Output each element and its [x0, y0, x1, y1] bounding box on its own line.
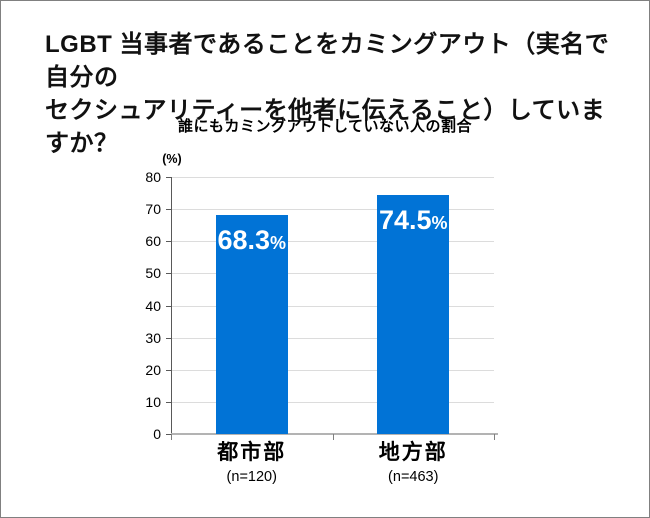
x-tick-mark-1 [332, 434, 334, 440]
y-tick-label-50: 50 [145, 265, 161, 282]
x-tick-mark-0 [171, 434, 172, 440]
sample-size-label-地方部: (n=463) [388, 469, 439, 485]
chart-subtitle: 誰にもカミングアウトしていない人の割合 [177, 118, 473, 135]
y-tick-label-20: 20 [145, 361, 161, 378]
bar-都市部: 68.3% [215, 214, 288, 434]
category-label-地方部: 地方部 [378, 441, 448, 464]
gridline-60 [171, 241, 494, 243]
y-tick-mark-70 [166, 209, 171, 211]
sample-size-label-都市部: (n=120) [226, 469, 277, 485]
category-label-都市部: 都市部 [217, 441, 287, 464]
y-tick-mark-20 [166, 369, 171, 371]
y-tick-mark-50 [166, 273, 171, 275]
gridline-50 [171, 273, 494, 275]
y-tick-mark-60 [166, 241, 171, 243]
y-tick-label-10: 10 [145, 393, 161, 410]
percent-sign: % [431, 212, 448, 233]
bar-value-label: 68.3% [217, 224, 287, 255]
y-tick-label-80: 80 [145, 169, 161, 185]
y-tick-label-40: 40 [145, 297, 161, 314]
gridline-10 [171, 401, 494, 403]
y-tick-mark-0 [166, 434, 171, 435]
title-line-1: LGBT 当事者であることをカミングアウト（実名で自分の [45, 31, 610, 91]
bar-value-label: 74.5% [378, 204, 448, 235]
y-tick-label-0: 0 [153, 426, 161, 442]
x-axis-baseline [171, 433, 498, 435]
y-tick-label-60: 60 [145, 233, 161, 250]
y-tick-label-70: 70 [145, 201, 161, 218]
gridline-20 [171, 369, 494, 371]
bar-地方部: 74.5% [377, 194, 450, 434]
y-tick-mark-30 [166, 337, 171, 339]
y-tick-label-30: 30 [145, 329, 161, 346]
percent-sign: % [270, 232, 287, 253]
x-tick-mark-2 [494, 434, 495, 440]
gridline-40 [171, 305, 494, 307]
chart-question-title: LGBT 当事者であることをカミングアウト（実名で自分の セクシュアリティーを他… [45, 28, 619, 160]
y-axis-line [171, 177, 172, 438]
title-line-2: セクシュアリティーを他者に伝えること）していますか？ [45, 97, 606, 157]
y-tick-mark-80 [166, 177, 171, 178]
gridline-80 [171, 177, 494, 178]
y-tick-mark-10 [166, 401, 171, 403]
gridline-30 [171, 337, 494, 339]
y-axis-unit-label: (%) [162, 152, 182, 166]
y-tick-mark-40 [166, 305, 171, 307]
gridline-70 [171, 209, 494, 211]
